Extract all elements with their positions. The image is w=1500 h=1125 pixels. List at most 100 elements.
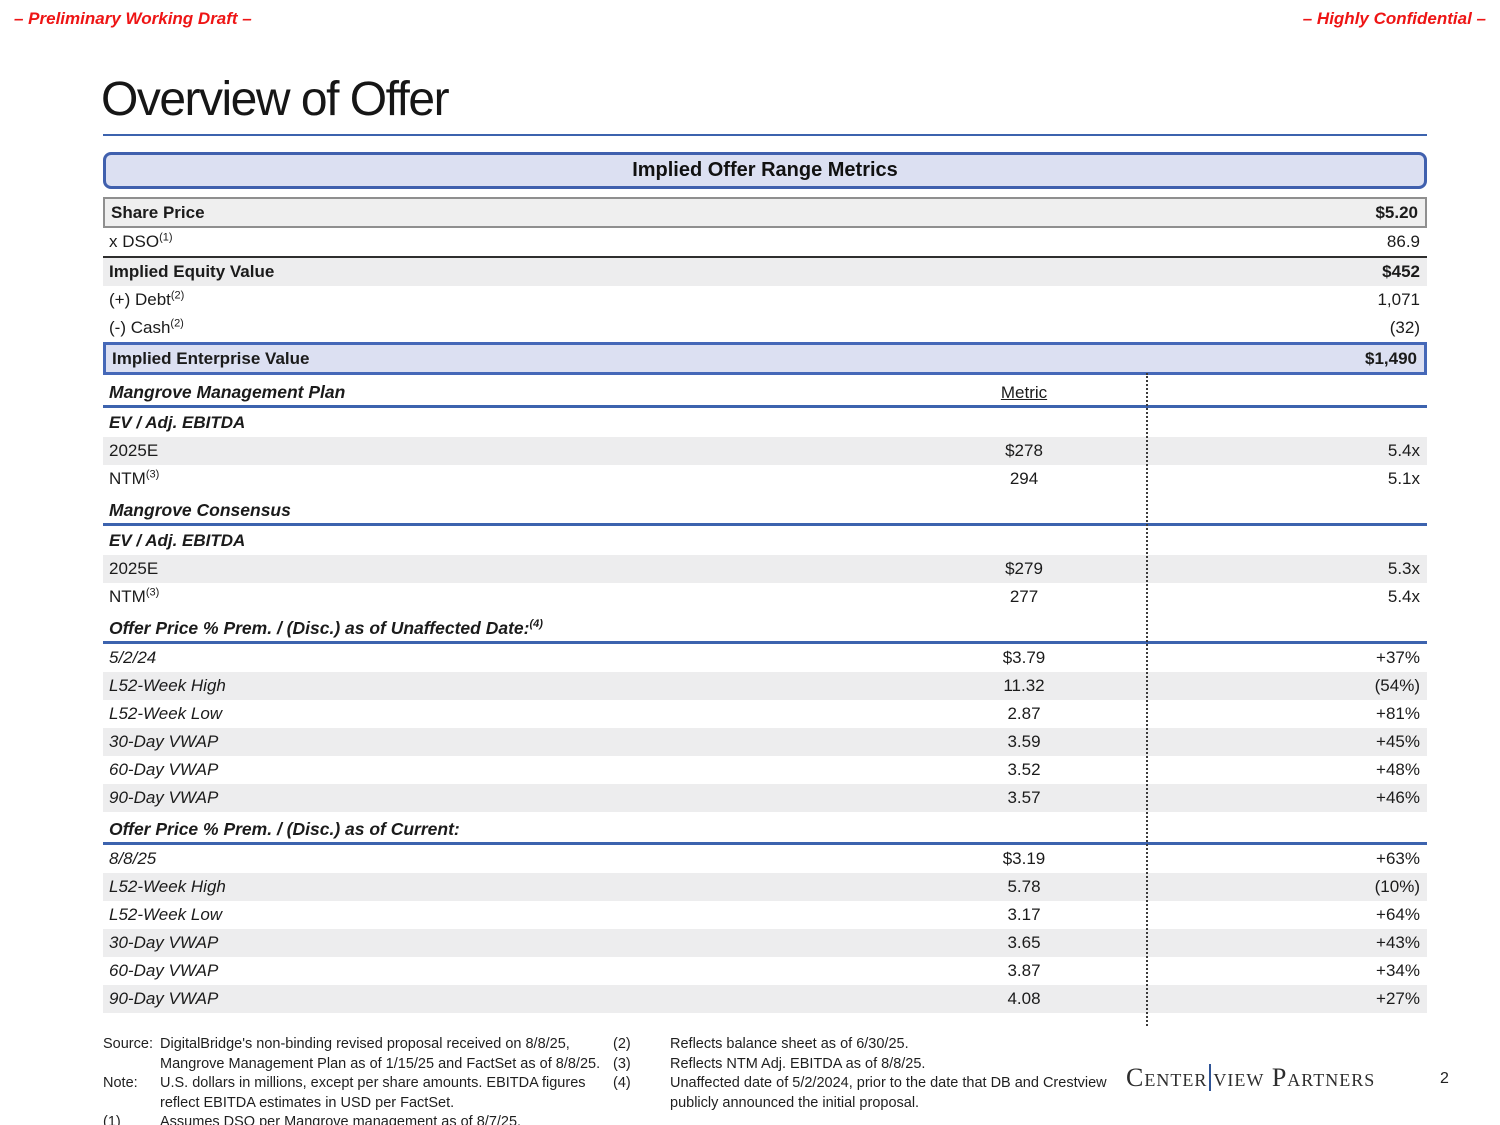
- table-row: 90-Day VWAP 4.08 +27%: [103, 985, 1427, 1013]
- page-number: 2: [1440, 1070, 1449, 1087]
- row-value: $5.20: [1375, 202, 1418, 222]
- table-row: 30-Day VWAP 3.65 +43%: [103, 929, 1427, 957]
- table-title: Implied Offer Range Metrics: [103, 152, 1427, 189]
- row-label: 90-Day VWAP: [109, 989, 219, 1008]
- row-label: NTM(3): [109, 468, 160, 488]
- row-metric: $3.79: [1002, 648, 1046, 667]
- section-header-consensus: Mangrove Consensus: [103, 500, 1427, 526]
- section-header-unaffected: Offer Price % Prem. / (Disc.) as of Unaf…: [103, 618, 1427, 644]
- row-label: Implied Equity Value: [109, 262, 275, 281]
- row-label: L52-Week High: [109, 877, 226, 896]
- row-label: 60-Day VWAP: [109, 760, 219, 779]
- footnotes-right-column: (2) Reflects balance sheet as of 6/30/25…: [613, 1035, 1113, 1113]
- row-label: 8/8/25: [109, 849, 157, 868]
- footnote-text: Assumes DSO per Mangrove management as o…: [160, 1114, 522, 1125]
- footnote-source: Source: DigitalBridge's non-binding revi…: [103, 1035, 608, 1074]
- table-row: 2025E $279 5.3x: [103, 555, 1427, 583]
- row-value: +37%: [1376, 648, 1420, 667]
- table-row-equity-value: Implied Equity Value $452: [103, 256, 1427, 286]
- row-label: Implied Enterprise Value: [112, 348, 310, 368]
- row-value: +46%: [1376, 788, 1420, 807]
- subsection-header: EV / Adj. EBITDA: [109, 412, 246, 432]
- footnote-label: (1): [103, 1114, 121, 1125]
- row-value: 5.3x: [1387, 559, 1420, 578]
- row-label: 30-Day VWAP: [109, 732, 219, 751]
- row-metric: 3.17: [1007, 905, 1041, 924]
- row-label: Share Price: [111, 202, 205, 222]
- table-row: L52-Week Low 3.17 +64%: [103, 901, 1427, 929]
- table-row-dso: x DSO(1) 86.9: [103, 228, 1427, 256]
- subsection-header: EV / Adj. EBITDA: [109, 530, 246, 550]
- table-row-share-price: Share Price $5.20: [103, 197, 1427, 228]
- confidential-watermark: – Highly Confidential –: [1302, 9, 1486, 28]
- footnote-label: Note:: [103, 1075, 138, 1091]
- row-metric: 294: [1009, 469, 1039, 488]
- row-value: +63%: [1376, 849, 1420, 868]
- row-label: L52-Week Low: [109, 905, 223, 924]
- logo-text-right: view Partners: [1213, 1063, 1376, 1092]
- row-metric: 11.32: [1003, 676, 1045, 695]
- centerview-partners-logo: Center view Partners: [1126, 1063, 1375, 1093]
- row-value: 5.1x: [1387, 469, 1420, 488]
- row-value: +34%: [1376, 961, 1420, 980]
- metric-column-header: Metric: [1000, 383, 1048, 402]
- row-label: 90-Day VWAP: [109, 788, 219, 807]
- row-value: (10%): [1374, 877, 1420, 896]
- row-metric: $279: [1005, 559, 1043, 578]
- table-row: L52-Week High 11.32 (54%): [103, 672, 1427, 700]
- table-row: NTM(3) 277 5.4x: [103, 583, 1427, 611]
- table-row-cash: (-) Cash(2) (32): [103, 314, 1427, 342]
- row-metric: 3.59: [1007, 732, 1041, 751]
- footnote-label: (4): [613, 1075, 631, 1091]
- row-metric: 2.87: [1007, 704, 1041, 723]
- section-header-management-plan: Mangrove Management Plan Metric: [103, 382, 1427, 408]
- row-metric: 5.78: [1007, 877, 1041, 896]
- row-value: +48%: [1376, 760, 1420, 779]
- section-title: Mangrove Management Plan: [109, 382, 346, 402]
- row-metric: 4.08: [1007, 989, 1041, 1008]
- row-metric: 3.57: [1007, 788, 1041, 807]
- row-value: $452: [1382, 262, 1420, 281]
- table-row: 2025E $278 5.4x: [103, 437, 1427, 465]
- footnote-text: Reflects NTM Adj. EBITDA as of 8/8/25.: [670, 1055, 926, 1072]
- metric-column-divider: [1146, 373, 1148, 1026]
- footnotes-left-column: Source: DigitalBridge's non-binding revi…: [103, 1035, 608, 1125]
- logo-divider: [1209, 1064, 1212, 1091]
- footnote-2: (2) Reflects balance sheet as of 6/30/25…: [613, 1035, 1113, 1055]
- offer-metrics-table: Implied Offer Range Metrics Share Price …: [103, 152, 1427, 1013]
- footnote-4: (4) Unaffected date of 5/2/2024, prior t…: [613, 1074, 1113, 1113]
- footnote-text: DigitalBridge's non-binding revised prop…: [160, 1036, 601, 1072]
- row-label: 30-Day VWAP: [109, 933, 219, 952]
- footnote-note: Note: U.S. dollars in millions, except p…: [103, 1074, 608, 1113]
- row-value: 1,071: [1377, 290, 1420, 309]
- row-metric: 277: [1009, 587, 1039, 606]
- section-header-current: Offer Price % Prem. / (Disc.) as of Curr…: [103, 819, 1427, 845]
- row-label: NTM(3): [109, 586, 160, 606]
- row-label: x DSO(1): [109, 231, 173, 251]
- section-title: Mangrove Consensus: [109, 500, 291, 520]
- table-row: 60-Day VWAP 3.87 +34%: [103, 957, 1427, 985]
- table-row-debt: (+) Debt(2) 1,071: [103, 286, 1427, 314]
- page-title: Overview of Offer: [101, 73, 450, 126]
- row-value: 5.4x: [1387, 587, 1420, 606]
- logo-text-left: Center: [1126, 1063, 1208, 1092]
- table-row: 90-Day VWAP 3.57 +46%: [103, 784, 1427, 812]
- row-metric: 3.65: [1007, 933, 1041, 952]
- row-value: (54%): [1374, 676, 1420, 695]
- row-label: 2025E: [109, 559, 159, 578]
- row-metric: $3.19: [1002, 849, 1046, 868]
- table-row: 5/2/24 $3.79 +37%: [103, 644, 1427, 672]
- row-label: L52-Week High: [109, 676, 226, 695]
- row-value: (32): [1389, 318, 1420, 337]
- table-row: 30-Day VWAP 3.59 +45%: [103, 728, 1427, 756]
- title-rule: [103, 134, 1427, 136]
- footnote-label: (2): [613, 1036, 631, 1052]
- row-label: 2025E: [109, 441, 159, 460]
- row-label: (-) Cash(2): [109, 317, 184, 337]
- footnote-text: Unaffected date of 5/2/2024, prior to th…: [670, 1075, 1107, 1111]
- row-value: 86.9: [1386, 232, 1420, 251]
- footnote-text: Reflects balance sheet as of 6/30/25.: [670, 1036, 909, 1052]
- footnote-label: (3): [613, 1055, 631, 1072]
- row-label: L52-Week Low: [109, 704, 223, 723]
